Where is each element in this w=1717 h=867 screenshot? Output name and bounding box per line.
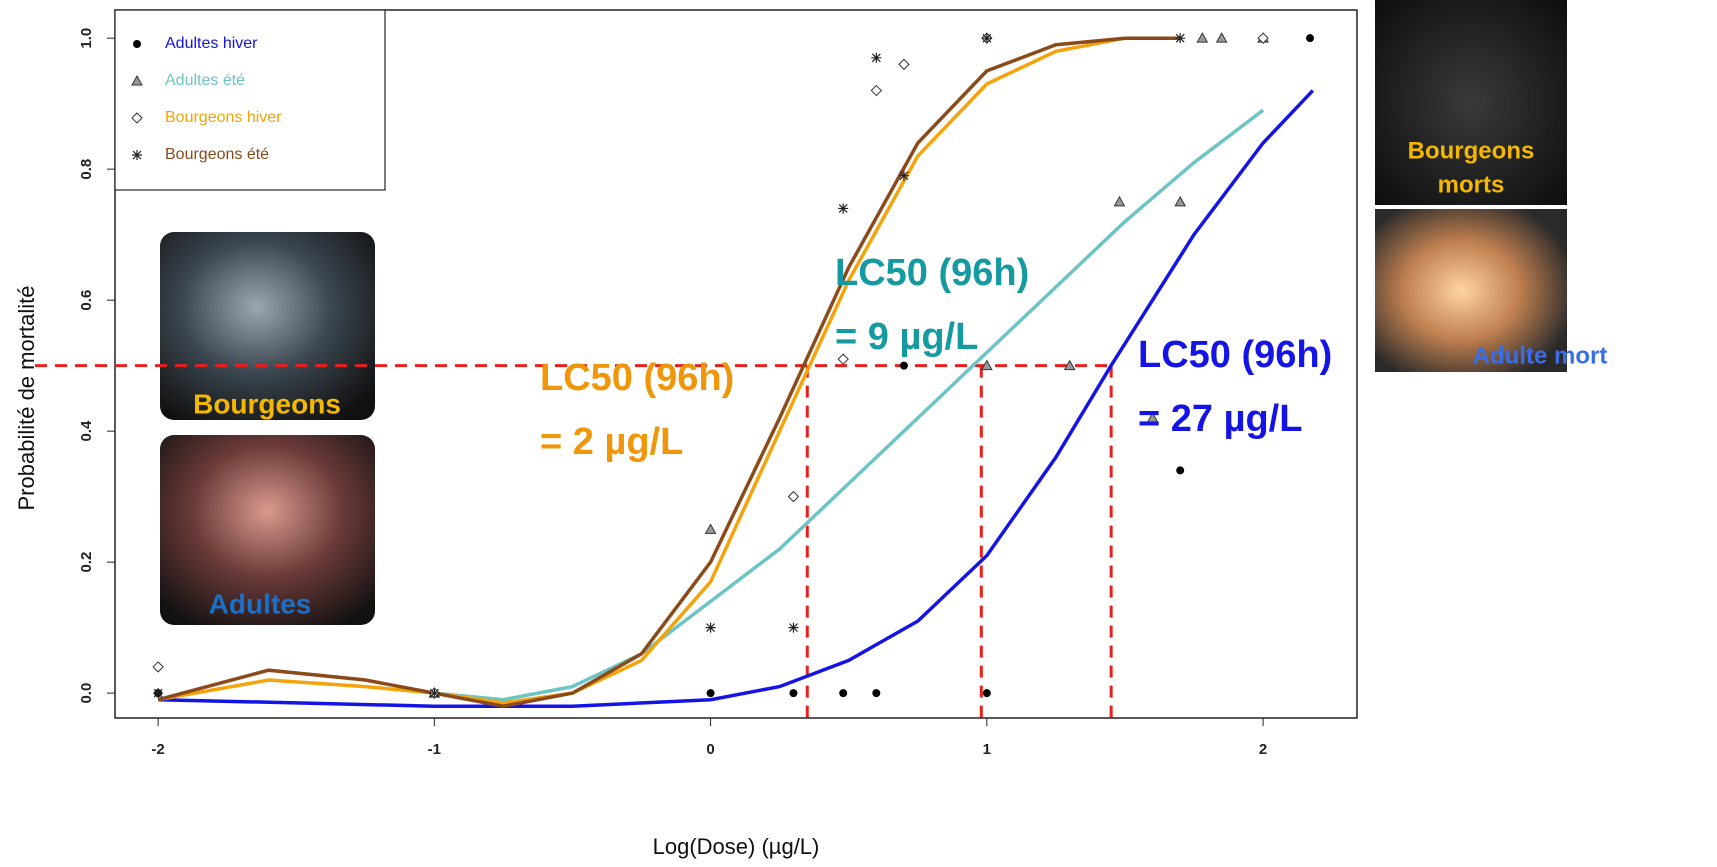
fit-curve: [157, 36, 1181, 705]
y-tick-label: 0.8: [78, 159, 95, 180]
annotation: LC50 (96h): [835, 252, 1029, 294]
point: [898, 170, 909, 181]
legend-label: Bourgeons été: [165, 146, 269, 163]
point: [706, 689, 715, 698]
point: [898, 58, 910, 71]
point: [870, 84, 883, 97]
point: [152, 661, 164, 673]
point: [1174, 195, 1187, 207]
y-axis-title: Probabilité de mortalité: [14, 285, 39, 510]
point: [787, 490, 800, 503]
photo-label: morts: [1438, 171, 1505, 198]
x-axis-title: Log(Dose) (µg/L): [653, 834, 820, 859]
x-tick-label: -1: [428, 741, 441, 758]
photo-label: Adultes: [209, 588, 312, 619]
point: [1175, 33, 1186, 44]
point: [871, 52, 882, 63]
point: [980, 359, 993, 371]
point: [838, 203, 849, 214]
photo-label: Adulte mort: [1473, 342, 1608, 369]
point: [1176, 466, 1185, 475]
annotation: = 9 µg/L: [835, 316, 978, 358]
point: [705, 622, 716, 633]
point: [704, 523, 717, 534]
legend-label: Adultes hiver: [165, 35, 258, 52]
annotation: LC50 (96h): [540, 357, 734, 399]
point: [153, 688, 164, 699]
x-tick-label: 0: [706, 741, 714, 758]
y-tick-label: 1.0: [78, 28, 95, 49]
point: [789, 689, 798, 698]
point: [981, 33, 992, 44]
legend-label: Bourgeons hiver: [165, 109, 282, 126]
point: [1063, 359, 1076, 371]
point: [1257, 32, 1269, 44]
point: [1113, 195, 1126, 207]
fit-curve: [434, 108, 1265, 702]
point: [839, 689, 848, 698]
y-tick-label: 0.2: [78, 552, 95, 573]
photo: [160, 435, 375, 625]
x-tick-label: 2: [1259, 741, 1267, 758]
annotation: LC50 (96h): [1138, 334, 1332, 376]
point: [1146, 412, 1159, 423]
point: [788, 622, 799, 633]
annotation: = 27 µg/L: [1138, 398, 1302, 440]
photo: [1375, 209, 1567, 372]
x-tick-label: -2: [151, 741, 164, 758]
point: [872, 689, 881, 698]
x-tick-label: 1: [983, 741, 991, 758]
point: [1306, 34, 1315, 43]
point: [982, 689, 991, 698]
point: [837, 353, 849, 365]
legend-marker: [132, 150, 142, 160]
legend-label: Adultes été: [165, 72, 245, 89]
plot-frame: [114, 9, 1358, 719]
y-tick-label: 0.6: [78, 290, 95, 311]
point: [429, 688, 440, 699]
point: [899, 361, 908, 370]
y-tick-label: 0.0: [78, 683, 95, 704]
annotation: = 2 µg/L: [540, 421, 683, 463]
photo-label: Bourgeons: [193, 388, 341, 419]
point: [1196, 32, 1209, 43]
legend-box: [114, 9, 386, 191]
legend-marker: [133, 40, 141, 48]
photo: [1375, 0, 1567, 205]
fit-curve: [157, 36, 1181, 708]
legend-marker: [131, 74, 143, 86]
legend-marker: [131, 112, 143, 124]
y-tick-label: 0.4: [78, 420, 95, 442]
fit-curve: [158, 89, 1315, 708]
point: [1215, 32, 1228, 43]
photo-label: Bourgeons: [1408, 137, 1535, 164]
photo: [160, 232, 375, 420]
